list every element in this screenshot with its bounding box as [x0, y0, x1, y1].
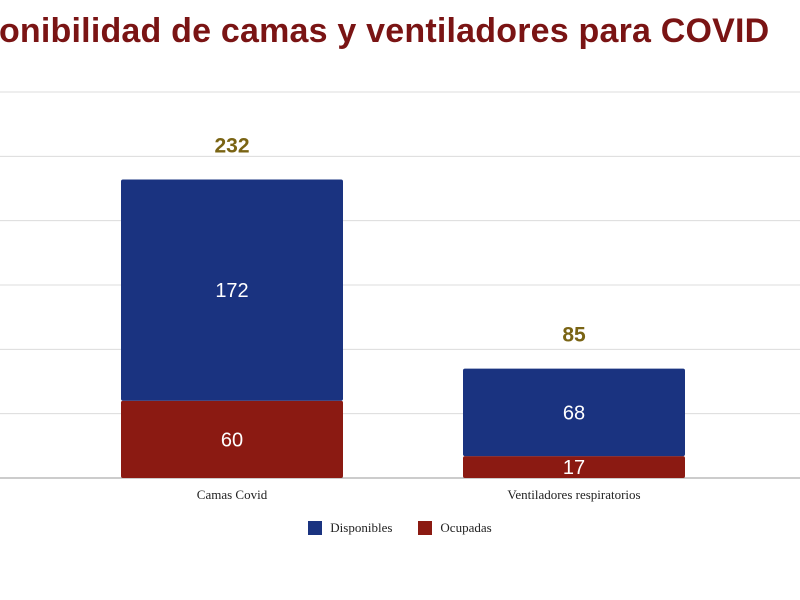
- category-label: Camas Covid: [197, 487, 268, 502]
- legend-label-ocupadas: Ocupadas: [440, 520, 492, 535]
- bar-ocupadas: [463, 456, 685, 478]
- total-label: 85: [562, 324, 586, 347]
- data-label: 172: [215, 280, 248, 302]
- data-label: 68: [563, 402, 585, 424]
- legend-label-disponibles: Disponibles: [330, 520, 393, 535]
- total-label: 232: [214, 134, 249, 157]
- category-label: Ventiladores respiratorios: [507, 487, 640, 502]
- legend-swatch-ocupadas: [418, 521, 433, 535]
- bar-disponibles: [121, 179, 343, 401]
- bar-ocupadas: [121, 400, 343, 478]
- legend-item-disponibles: Disponibles: [308, 520, 392, 536]
- data-label: 60: [221, 429, 243, 451]
- legend-swatch-disponibles: [308, 521, 323, 535]
- bar-disponibles: [463, 368, 685, 457]
- chart-title: ponibilidad de camas y ventiladores para…: [0, 12, 770, 50]
- chart-legend: Disponibles Ocupadas: [0, 520, 800, 536]
- legend-item-ocupadas: Ocupadas: [418, 520, 492, 536]
- data-label: 17: [563, 457, 585, 479]
